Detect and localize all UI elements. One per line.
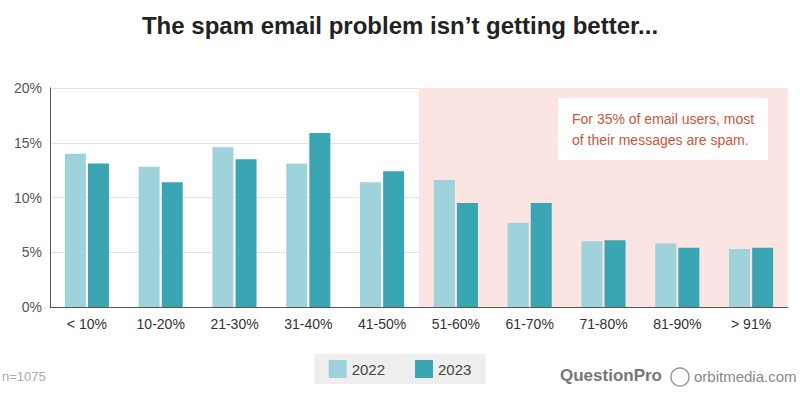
svg-text:15%: 15% — [14, 135, 42, 151]
svg-text:81-90%: 81-90% — [653, 316, 701, 332]
svg-text:71-80%: 71-80% — [579, 316, 627, 332]
svg-text:2023: 2023 — [438, 361, 471, 378]
svg-text:10-20%: 10-20% — [137, 316, 185, 332]
svg-text:n=1075: n=1075 — [2, 369, 46, 384]
svg-text:> 91%: > 91% — [731, 316, 771, 332]
svg-text:31-40%: 31-40% — [284, 316, 332, 332]
svg-text:10%: 10% — [14, 190, 42, 206]
svg-text:51-60%: 51-60% — [432, 316, 480, 332]
svg-text:orbitmedia.com: orbitmedia.com — [694, 368, 797, 385]
svg-text:of their messages are spam.: of their messages are spam. — [572, 132, 749, 148]
svg-text:0%: 0% — [22, 299, 42, 315]
svg-text:For 35% of email users, most: For 35% of email users, most — [572, 111, 754, 127]
svg-text:21-30%: 21-30% — [210, 316, 258, 332]
svg-text:< 10%: < 10% — [67, 316, 107, 332]
svg-text:41-50%: 41-50% — [358, 316, 406, 332]
svg-text:The spam email problem isn’t g: The spam email problem isn’t getting bet… — [142, 12, 658, 39]
svg-text:61-70%: 61-70% — [506, 316, 554, 332]
svg-text:QuestionPro: QuestionPro — [560, 366, 662, 385]
svg-text:20%: 20% — [14, 80, 42, 96]
svg-text:2022: 2022 — [352, 361, 385, 378]
svg-text:5%: 5% — [22, 244, 42, 260]
